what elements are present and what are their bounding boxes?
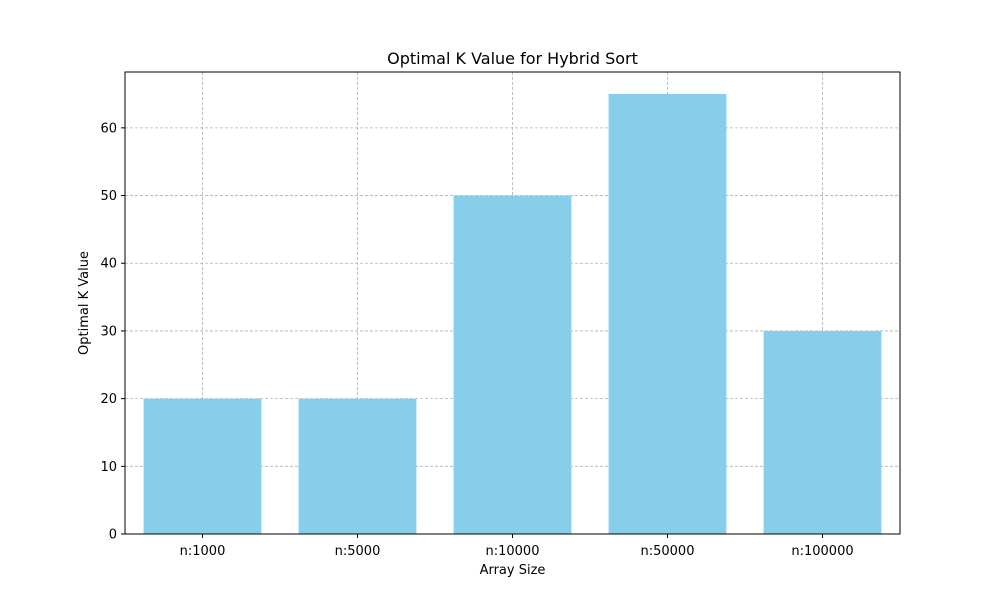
bar xyxy=(298,398,417,534)
y-tick-label: 20 xyxy=(100,392,117,407)
y-tick-label: 10 xyxy=(100,460,117,475)
bar xyxy=(453,195,572,535)
y-tick-label: 30 xyxy=(100,324,117,339)
y-tick-label: 60 xyxy=(100,121,117,136)
x-tick-label: n:10000 xyxy=(486,544,540,559)
x-tick-label: n:1000 xyxy=(180,544,226,559)
x-tick-label: n:5000 xyxy=(335,544,381,559)
y-tick-label: 50 xyxy=(100,189,117,204)
y-tick-label: 0 xyxy=(109,528,117,543)
bar xyxy=(143,398,262,534)
bar-layer xyxy=(143,94,882,535)
chart-title: Optimal K Value for Hybrid Sort xyxy=(387,49,638,68)
tick-layer: 0 10 20 30 40 50 60 n:1000 n:5000 n:10000 n:50000 n… xyxy=(100,121,853,559)
bar xyxy=(763,330,882,534)
y-tick-label: 40 xyxy=(100,257,117,272)
y-axis-label: Optimal K Value xyxy=(77,251,92,355)
x-tick-label: n:50000 xyxy=(641,544,695,559)
x-tick-label: n:100000 xyxy=(791,544,853,559)
x-axis-label: Array Size xyxy=(480,563,546,578)
bar xyxy=(608,94,727,534)
